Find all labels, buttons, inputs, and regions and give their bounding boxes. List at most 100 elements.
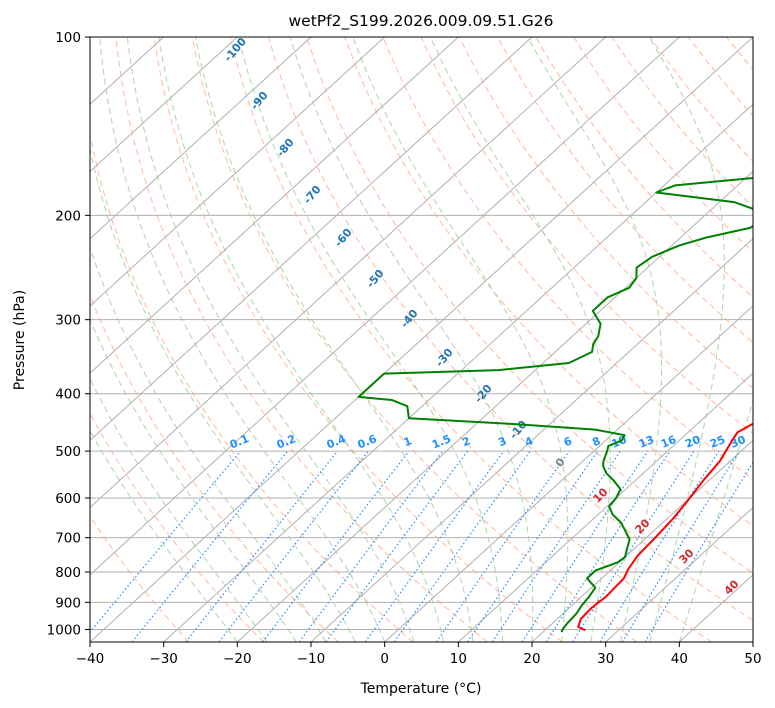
mixing-ratio-line [364,450,505,642]
mixing-ratio-line [435,450,570,642]
dry-adiabat-label: 10 [591,485,611,505]
x-tick-label: −10 [297,651,326,667]
x-axis-label: Temperature (°C) [360,681,482,697]
moist-adiabat-label: -40 [398,307,421,331]
dry-adiabat [687,37,753,117]
moist-adiabat [158,37,445,642]
dry-adiabat [344,37,753,527]
dry-adiabat [535,37,753,298]
isotherm [90,37,238,173]
x-tick-label: −20 [223,651,252,667]
dry-adiabat [382,37,753,481]
isotherm [752,641,753,642]
moist-adiabat [352,37,569,642]
mixing-ratio-label: 13 [637,433,656,451]
mixing-ratio-line [572,450,695,642]
mixing-ratio-label: 3 [496,434,508,449]
dry-adiabat [191,37,638,642]
mixing-ratio-label: 1 [402,434,414,449]
moist-adiabat-label: -50 [364,267,387,291]
isotherm [90,37,459,374]
chart-title: wetPf2_S199.2026.009.09.51.G26 [289,12,554,31]
mixing-ratio-line [491,450,621,642]
mixing-ratio-label: 6 [562,434,574,449]
isotherm [310,237,753,642]
x-tick-label: 10 [450,651,467,667]
moist-adiabat [126,37,415,642]
mixing-ratio-line [325,450,468,642]
mixing-ratio-line [185,450,339,642]
isotherm [457,372,753,642]
dry-adiabat [765,37,775,642]
x-tick-label: −30 [149,651,178,667]
isotherm [90,37,680,576]
dry-adiabat [496,37,753,344]
mixing-ratio-label: 20 [683,433,702,451]
dry-adiabat [90,131,414,642]
isotherm [384,305,753,642]
moist-adiabat [90,377,268,642]
dry-adiabat [726,37,753,71]
y-tick-label: 1000 [47,622,81,638]
mixing-ratio-label: 0.1 [228,432,251,451]
y-tick-label: 400 [55,387,81,403]
temperature-profile [577,422,753,632]
plot-frame [89,36,754,643]
mixing-ratio-label: 8 [590,434,602,449]
x-tick-label: −40 [76,651,105,667]
moist-adiabat [527,37,663,642]
y-tick-label: 700 [55,531,81,547]
isotherm [90,37,607,509]
y-tick-label: 200 [55,208,81,224]
mixing-ratio-line [131,450,289,642]
y-tick-label: 500 [55,444,81,460]
mixing-ratio-line [262,450,410,642]
mixing-ratio-line [393,450,531,642]
mixing-ratio-line [218,450,369,642]
moist-adiabat-label: -100 [221,35,249,65]
mixing-ratio-line [621,450,740,642]
x-axis-ticks: −40 −30 −20 −10 0 10 20 30 40 50 [76,642,762,667]
y-tick-label: 800 [55,565,81,581]
background-lines [90,37,775,642]
dry-adiabat-label: 40 [722,577,742,597]
moist-adiabat [289,37,534,642]
dry-adiabat [649,37,753,163]
moist-adiabat [90,245,327,642]
isotherm [90,37,312,240]
x-tick-label: 30 [597,651,614,667]
moist-adiabat [90,318,297,642]
dry-adiabat [306,37,753,574]
dry-adiabat-label: 30 [677,546,697,566]
profile-lines [357,177,753,633]
moist-adiabat-label: -30 [433,346,456,370]
isotherm [531,439,753,642]
moist-adiabat [678,398,753,642]
dry-adiabat [90,515,190,642]
mixing-ratio-line [599,450,720,642]
moist-adiabat-label: -90 [248,89,271,113]
moist-adiabat-labels: -100-90-80-70-60-50-40-30-20-100 [221,35,567,470]
moist-adiabat [90,429,238,642]
mixing-ratio-label: 0.4 [325,432,348,451]
moist-adiabat-label: -20 [472,382,495,406]
isotherm [236,170,753,642]
dry-adiabat [153,37,563,642]
dry-adiabat [611,37,753,208]
dry-adiabat [420,37,753,435]
y-axis-label: Pressure (hPa) [12,290,28,390]
y-axis-ticks: 1000 900 800 700 600 500 400 300 200 100 [47,30,90,638]
isotherm [90,37,386,307]
isotherm [163,103,753,642]
mixing-ratio-line [545,450,671,642]
moist-adiabat [429,37,611,642]
moist-adiabat [194,37,474,642]
moist-adiabat [99,37,386,642]
mixing-ratio-label: 25 [708,433,727,451]
x-tick-label: 20 [523,651,540,667]
isotherm [90,37,533,442]
mixing-ratio-label: 16 [659,433,678,451]
y-tick-label: 900 [55,595,81,611]
y-tick-label: 300 [55,313,81,329]
